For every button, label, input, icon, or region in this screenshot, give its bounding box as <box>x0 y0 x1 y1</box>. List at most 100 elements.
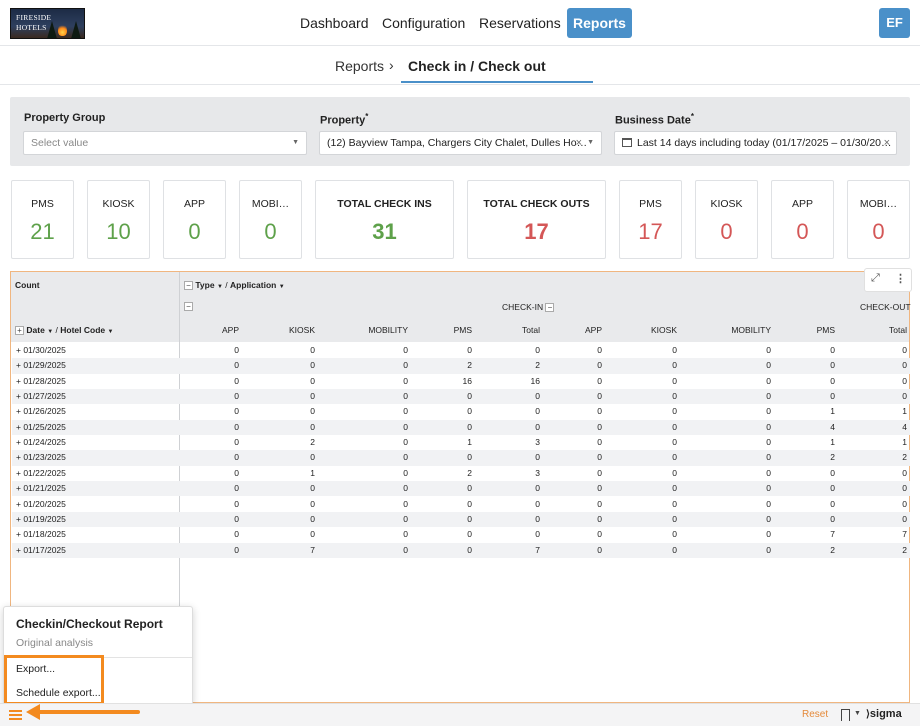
table-cell[interactable]: 0 <box>234 421 239 432</box>
table-cell[interactable]: 0 <box>403 529 408 540</box>
table-cell[interactable]: 0 <box>902 483 907 494</box>
table-row[interactable]: + 01/26/2025 0 0 0 0 0 0 0 0 1 1 <box>12 404 910 419</box>
table-cell[interactable]: 0 <box>902 498 907 509</box>
row-date[interactable]: + 01/29/2025 <box>16 360 66 370</box>
table-cell[interactable]: 0 <box>672 437 677 448</box>
table-cell[interactable]: 0 <box>766 529 771 540</box>
table-cell[interactable]: 0 <box>766 360 771 371</box>
table-cell[interactable]: 0 <box>467 391 472 402</box>
table-cell[interactable]: 0 <box>234 544 239 555</box>
table-cell[interactable]: 0 <box>310 406 315 417</box>
table-cell[interactable]: 0 <box>766 406 771 417</box>
clear-icon[interactable]: × <box>883 137 890 149</box>
table-cell[interactable]: 0 <box>535 483 540 494</box>
table-cell[interactable]: 0 <box>467 421 472 432</box>
expand-row-icon[interactable]: + <box>16 529 24 540</box>
table-cell[interactable]: 0 <box>310 345 315 355</box>
collapse-icon[interactable]: − <box>184 281 193 290</box>
table-row[interactable]: + 01/21/2025 0 0 0 0 0 0 0 0 0 0 <box>12 481 910 497</box>
table-cell[interactable]: 0 <box>830 345 835 355</box>
table-cell[interactable]: 0 <box>672 513 677 524</box>
table-cell[interactable]: 1 <box>902 437 907 448</box>
table-row[interactable]: + 01/22/2025 0 1 0 2 3 0 0 0 0 0 <box>12 466 910 481</box>
col-header[interactable]: Total <box>522 325 540 335</box>
table-row[interactable]: + 01/28/2025 0 0 0 16 16 0 0 0 0 0 <box>12 374 910 389</box>
table-cell[interactable]: 0 <box>234 345 239 355</box>
table-cell[interactable]: 0 <box>672 544 677 555</box>
nav-reservations[interactable]: Reservations <box>479 15 561 31</box>
table-cell[interactable]: 0 <box>535 529 540 540</box>
table-cell[interactable]: 1 <box>830 406 835 417</box>
table-cell[interactable]: 0 <box>234 498 239 509</box>
chevron-down-icon[interactable]: ▼ <box>216 284 223 290</box>
table-cell[interactable]: 0 <box>403 483 408 494</box>
table-cell[interactable]: 0 <box>597 483 602 494</box>
table-cell[interactable]: 0 <box>535 498 540 509</box>
table-cell[interactable]: 0 <box>535 452 540 463</box>
property-select[interactable]: (12) Bayview Tampa, Chargers City Chalet… <box>319 131 602 155</box>
table-cell[interactable]: 0 <box>310 483 315 494</box>
table-cell[interactable]: 0 <box>467 513 472 524</box>
table-cell[interactable]: 0 <box>597 452 602 463</box>
col-header[interactable]: MOBILITY <box>731 325 771 335</box>
table-cell[interactable]: 0 <box>672 345 677 355</box>
property-group-select[interactable]: Select value ▼ <box>23 131 307 155</box>
user-avatar[interactable]: EF <box>879 8 910 38</box>
reset-button[interactable]: Reset <box>802 709 829 720</box>
kpi-checkin-mobility[interactable]: MOBI… 0 <box>239 180 302 259</box>
table-cell[interactable]: 0 <box>766 513 771 524</box>
expand-row-icon[interactable]: + <box>16 452 24 463</box>
table-cell[interactable]: 0 <box>597 360 602 371</box>
chevron-down-icon[interactable]: ▼ <box>107 329 114 335</box>
application-field[interactable]: Application <box>230 280 277 290</box>
expand-icon[interactable]: ⤢ <box>871 272 880 284</box>
col-header[interactable]: APP <box>221 325 239 335</box>
breadcrumb-reports-link[interactable]: Reports <box>335 58 385 74</box>
expand-icon[interactable]: + <box>15 326 24 335</box>
date-field[interactable]: Date <box>26 325 45 335</box>
table-cell[interactable]: 0 <box>467 498 472 509</box>
row-date[interactable]: + 01/27/2025 <box>16 391 66 401</box>
table-cell[interactable]: 2 <box>467 467 472 478</box>
table-cell[interactable]: 0 <box>467 406 472 417</box>
table-cell[interactable]: 0 <box>234 375 239 386</box>
table-cell[interactable]: 2 <box>902 452 907 463</box>
table-cell[interactable]: 3 <box>535 467 540 478</box>
col-header[interactable]: KIOSK <box>289 325 315 335</box>
table-cell[interactable]: 0 <box>403 421 408 432</box>
table-cell[interactable]: 0 <box>766 544 771 555</box>
table-cell[interactable]: 0 <box>310 529 315 540</box>
table-cell[interactable]: 0 <box>403 437 408 448</box>
table-cell[interactable]: 0 <box>597 421 602 432</box>
table-cell[interactable]: 0 <box>310 452 315 463</box>
table-cell[interactable]: 0 <box>597 498 602 509</box>
table-cell[interactable]: 0 <box>672 391 677 402</box>
table-cell[interactable]: 2 <box>830 452 835 463</box>
expand-row-icon[interactable]: + <box>16 544 24 555</box>
hamburger-menu-icon[interactable] <box>9 710 22 720</box>
table-cell[interactable]: 0 <box>766 437 771 448</box>
table-row[interactable]: + 01/23/2025 0 0 0 0 0 0 0 0 2 2 <box>12 450 910 466</box>
table-cell[interactable]: 16 <box>462 375 472 386</box>
expand-row-icon[interactable]: + <box>16 406 24 417</box>
table-cell[interactable]: 2 <box>310 437 315 448</box>
type-field[interactable]: Type <box>195 280 215 290</box>
row-date[interactable]: + 01/26/2025 <box>16 406 66 416</box>
chevron-down-icon[interactable]: ▼ <box>47 329 54 335</box>
business-date-select[interactable]: Last 14 days including today (01/17/2025… <box>614 131 897 155</box>
export-menu-item[interactable]: Export... <box>16 663 56 675</box>
table-row[interactable]: + 01/17/2025 0 7 0 0 7 0 0 0 2 2 <box>12 542 910 558</box>
table-cell[interactable]: 0 <box>830 391 835 402</box>
kpi-total-check-outs[interactable]: TOTAL CHECK OUTS 17 <box>467 180 606 259</box>
table-cell[interactable]: 0 <box>310 360 315 371</box>
table-cell[interactable]: 7 <box>902 529 907 540</box>
table-cell[interactable]: 0 <box>902 375 907 386</box>
chevron-down-icon[interactable]: ▼ <box>278 284 285 290</box>
table-cell[interactable]: 0 <box>672 375 677 386</box>
table-cell[interactable]: 0 <box>597 345 602 355</box>
col-header[interactable]: PMS <box>453 325 472 335</box>
table-cell[interactable]: 0 <box>830 467 835 478</box>
table-cell[interactable]: 0 <box>467 529 472 540</box>
table-row[interactable]: + 01/19/2025 0 0 0 0 0 0 0 0 0 0 <box>12 511 910 528</box>
nav-configuration[interactable]: Configuration <box>382 15 466 31</box>
